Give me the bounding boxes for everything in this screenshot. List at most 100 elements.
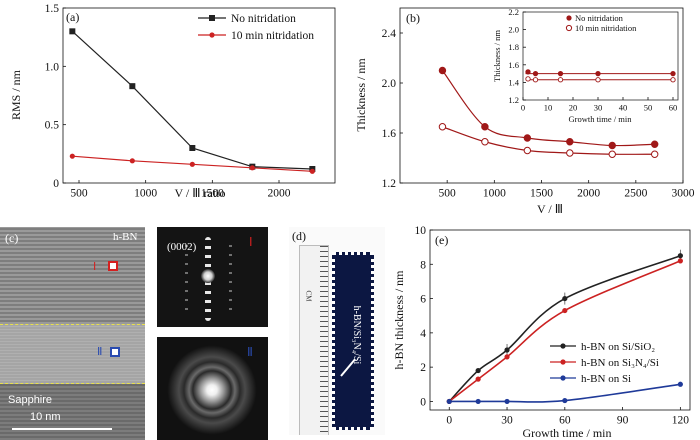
legend-marker-si3n4 (560, 359, 566, 365)
inset-xtick-label: 30 (594, 103, 603, 113)
panel-a-ytick-label: 1.5 (45, 3, 60, 15)
panel-d-label: (d) (292, 229, 306, 243)
scale-label: 10 nm (30, 411, 61, 423)
panel-b-label: (b) (406, 11, 420, 25)
panel-a-legend: No nitridation 10 min nitridation (198, 13, 314, 42)
panel-a-point-10min (249, 165, 255, 171)
inset-legend-no-nitridation: No nitridation (575, 13, 624, 23)
panel-b-ytick-label: 1.6 (382, 128, 397, 140)
panel-b-ylabel: Thickness / nm (354, 58, 368, 132)
panel-e-point-series-1 (475, 376, 481, 382)
panel-c-label: (c) (5, 231, 19, 245)
panel-b-point-no-nitridation (608, 141, 616, 150)
panel-a-chart: (a) RMS / nm V / Ⅲ ratio 500 1000 1500 2000… (9, 3, 336, 200)
panel-e-point-series-2 (504, 398, 510, 405)
inset-ylabel: Thickness / nm (492, 30, 502, 82)
panel-b-point-no-nitridation (566, 138, 574, 146)
panel-b-ytick-label: 1.2 (382, 178, 397, 190)
panel-e-point-series-2 (475, 398, 481, 405)
panel-b-fit-curve-1 (442, 126, 655, 155)
legend-marker-no-nitridation (209, 15, 215, 21)
panel-a-point-no-nitridation (69, 28, 76, 35)
inset-xtick-label: 40 (619, 103, 628, 113)
panel-e-series-curve-1 (448, 260, 681, 403)
inset-point-10min (595, 77, 601, 83)
sample-wafer (332, 252, 374, 430)
panel-a-point-no-nitridation (189, 145, 196, 151)
panel-e-chart: (e) h-BN thickness / nm Growth time / mi… (392, 225, 691, 440)
inset-point-10min (670, 77, 676, 83)
diffraction-1-label: Ⅰ (249, 235, 253, 249)
interface-band (0, 324, 145, 384)
panel-a-xtick-label: 2000 (268, 188, 291, 200)
diffraction-spot-row-left (185, 245, 188, 317)
sapphire-region (0, 384, 145, 440)
inset-ytick-label: 1.2 (508, 95, 519, 105)
panel-b-point-10min (566, 149, 574, 157)
inset-xtick-label: 20 (569, 103, 578, 113)
region-2-marker (110, 347, 120, 357)
panel-b-xtick-label: 2500 (624, 188, 647, 200)
legend-label-no-nitridation: No nitridation (231, 13, 296, 25)
panel-a-frame (62, 7, 336, 184)
inset-xtick-label: 0 (521, 103, 525, 113)
panel-a-point-10min (309, 168, 315, 174)
panel-b-ytick-label: 2.0 (382, 78, 397, 90)
panel-e-point-series-0 (562, 295, 568, 302)
panel-a-point-10min (189, 161, 195, 167)
tem-image: (c) h-BN Ⅰ Ⅱ Sapphire 10 nm (0, 227, 145, 440)
panel-a-point-10min (129, 158, 135, 164)
inset-legend-marker-open (565, 24, 573, 32)
panel-e-xtick-label: 0 (446, 415, 452, 427)
panel-e-point-series-0 (475, 367, 481, 374)
panel-a-xtick-label: 1000 (134, 188, 157, 200)
panel-b-point-10min (651, 150, 659, 158)
panel-e-ytick-label: 4 (420, 328, 426, 340)
inset-xtick-label: 10 (544, 103, 553, 113)
panel-e-ytick-label: 0 (420, 396, 426, 408)
legend-label-si: h-BN on Si (581, 373, 631, 385)
diffraction-spot-row-right (229, 245, 232, 317)
diffraction-center (201, 269, 215, 283)
panel-b-point-no-nitridation (481, 123, 489, 131)
legend-marker-si (560, 375, 566, 381)
inset-point-no-nitridation (532, 70, 539, 77)
panel-e-ytick-label: 8 (420, 259, 426, 271)
inset-point-no-nitridation (525, 69, 531, 75)
diffraction-2-label: Ⅱ (247, 345, 253, 359)
panel-b-point-10min (438, 123, 447, 131)
legend-label-si3n4: h-BN on Si₃N₄/Si (581, 357, 659, 369)
panel-b-point-no-nitridation (438, 66, 447, 75)
panel-e-xtick-label: 30 (501, 415, 513, 427)
inset-point-10min (532, 77, 539, 83)
panel-e-series-curve-2 (449, 383, 681, 403)
inset-point-no-nitridation (595, 70, 601, 77)
panel-e-point-series-2 (677, 381, 683, 387)
legend-label-10min: 10 min nitridation (231, 30, 314, 42)
panel-e-ytick-label: 6 (420, 294, 426, 306)
panel-e-xlabel: Growth time / min (523, 426, 612, 440)
region-1-marker (108, 261, 118, 271)
diffraction-pattern-1: (0002) Ⅰ (157, 227, 268, 327)
panel-b-xtick-label: 1500 (530, 188, 553, 200)
panel-e-frame (429, 229, 691, 411)
panel-a-ylabel: RMS / nm (9, 69, 23, 120)
inset-xlabel: Growth time / min (568, 114, 632, 124)
inset-xtick-label: 50 (644, 103, 653, 113)
panel-a-xlabel: V / Ⅲ ratio (174, 186, 225, 200)
panel-d: (d) CM h-BN/Si₃N₄/Si (289, 227, 385, 435)
diffraction-pattern-2: Ⅱ (157, 337, 268, 440)
interface-line-top (0, 324, 145, 325)
panel-e-point-series-1 (562, 307, 568, 314)
hbn-label: h-BN (113, 231, 138, 243)
panel-e-point-series-2 (446, 398, 452, 405)
panel-e-legend: h-BN on Si/SiO₂ h-BN on Si₃N₄/Si h-BN on… (550, 341, 659, 385)
panel-e-xtick-label: 60 (559, 415, 571, 427)
legend-marker-si-sio2 (560, 343, 566, 349)
panel-e-xtick-label: 90 (617, 415, 629, 427)
panel-e-point-series-0 (677, 253, 683, 259)
inset-ytick-label: 1.8 (508, 42, 519, 52)
ruler-unit: CM (304, 290, 313, 302)
panel-b-xlabel: V / Ⅲ (537, 202, 563, 216)
panel-b-point-no-nitridation (651, 140, 659, 148)
